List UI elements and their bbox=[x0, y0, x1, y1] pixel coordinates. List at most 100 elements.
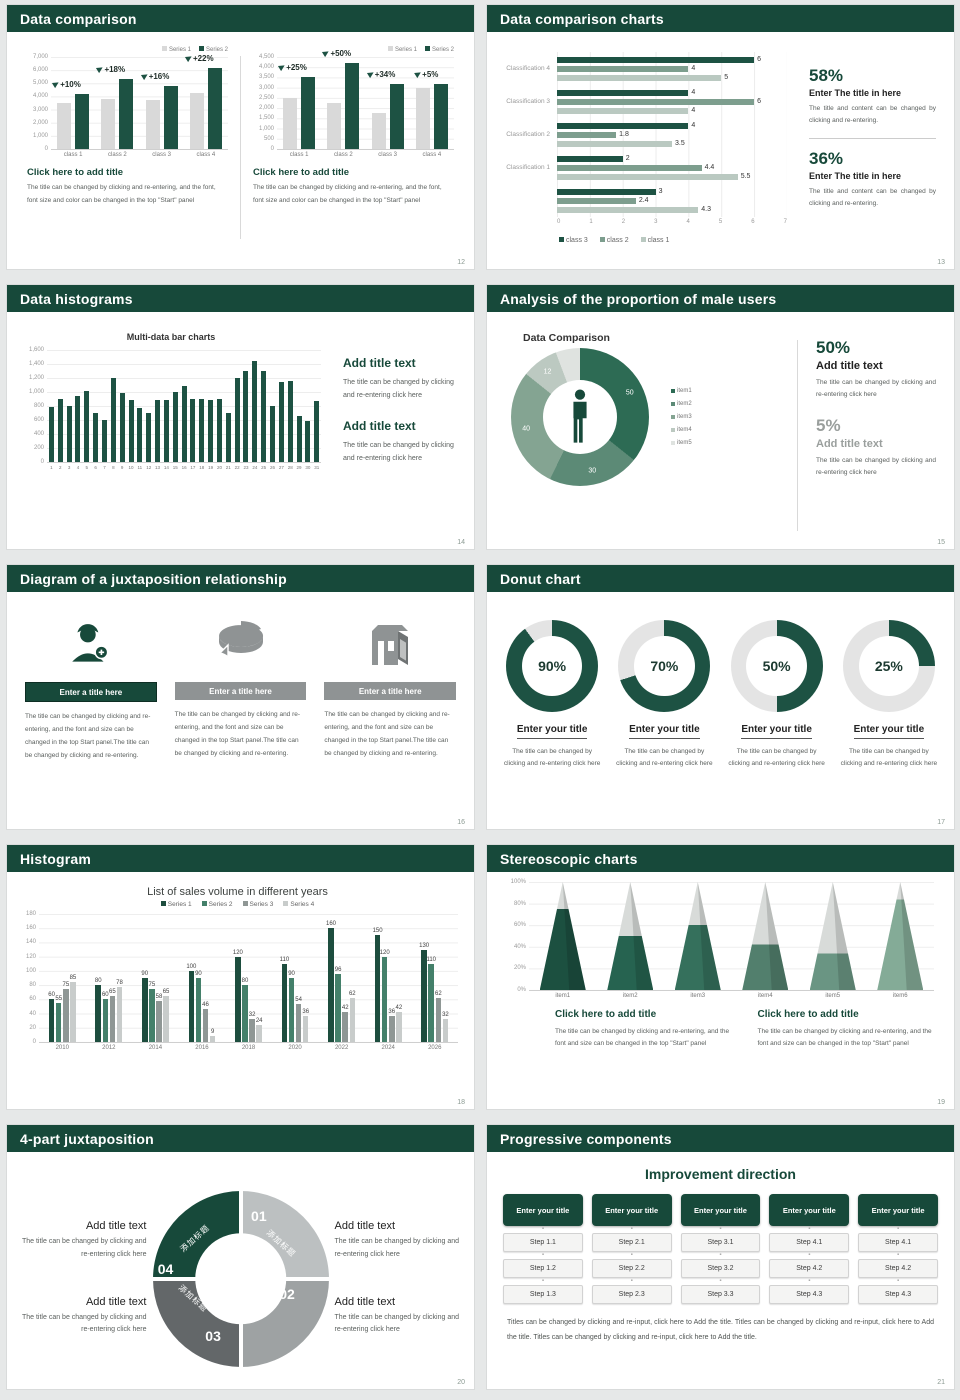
slide-body: 90% Enter your title The title can be ch… bbox=[487, 592, 954, 829]
step-box[interactable]: Step 1.1 bbox=[503, 1233, 583, 1252]
bar-value-label: 130 bbox=[419, 942, 430, 949]
enter-title-button[interactable]: Enter your title bbox=[858, 1194, 938, 1226]
step-box[interactable]: Step 1.2 bbox=[503, 1259, 583, 1278]
step-box[interactable]: Step 4.1 bbox=[769, 1233, 850, 1252]
x-tick-label: 1 bbox=[50, 465, 53, 470]
bar-value-label: 90 bbox=[195, 971, 202, 977]
slide-donut-chart[interactable]: Donut chart 90% Enter your title The tit… bbox=[486, 564, 955, 830]
step-box[interactable]: Step 3.2 bbox=[680, 1259, 761, 1278]
step-box[interactable]: Step 4.3 bbox=[858, 1285, 938, 1304]
up-arrow-icon bbox=[52, 79, 61, 88]
enter-title-button[interactable]: Enter your title bbox=[769, 1194, 850, 1226]
slide-histogram[interactable]: Histogram List of sales volume in differ… bbox=[6, 844, 475, 1110]
hbar-row: 3 bbox=[557, 188, 787, 195]
bar-value-label: 80 bbox=[94, 978, 102, 985]
bar-group: +50% bbox=[321, 49, 365, 149]
step-box[interactable]: Step 2.2 bbox=[591, 1259, 672, 1278]
bar-group: 160 96 42 62 bbox=[318, 914, 365, 1042]
bar-value-label: 85 bbox=[69, 974, 77, 981]
legend-item: item4 bbox=[671, 427, 692, 433]
bar bbox=[48, 999, 55, 1042]
legend-item: Series 1 bbox=[160, 901, 192, 908]
delta-annotation: +22% bbox=[184, 53, 214, 63]
step-box[interactable]: Step 4.1 bbox=[858, 1233, 938, 1252]
plot-area bbox=[529, 882, 934, 991]
bar-holder bbox=[145, 57, 160, 149]
enter-title-button[interactable]: Enter your title bbox=[680, 1194, 761, 1226]
step-box[interactable]: Step 4.2 bbox=[769, 1259, 850, 1278]
right-text-column: Add title text The title can be changed … bbox=[335, 1220, 465, 1336]
bar-holder bbox=[75, 350, 81, 462]
donut-hole bbox=[543, 380, 617, 454]
bar bbox=[235, 956, 241, 1042]
y-tick-label: 100 bbox=[25, 967, 36, 974]
step-box[interactable]: Step 1.3 bbox=[503, 1285, 583, 1304]
step-box[interactable]: Step 4.3 bbox=[769, 1285, 850, 1304]
step-box[interactable]: Step 2.3 bbox=[591, 1285, 672, 1304]
slide-stereoscopic-charts[interactable]: Stereoscopic charts 0% 20% 40% 60% 80% 100% it… bbox=[486, 844, 955, 1110]
hbar bbox=[557, 89, 689, 96]
bar bbox=[252, 360, 258, 462]
x-tick-label: 31 bbox=[314, 465, 320, 470]
slide-data-comparison[interactable]: Data comparison Series 1 Series 2 0 1,000… bbox=[6, 4, 475, 270]
bar bbox=[75, 395, 81, 462]
step-box[interactable]: Step 2.1 bbox=[591, 1233, 672, 1252]
enter-title-button[interactable]: Enter your title bbox=[591, 1194, 672, 1226]
up-arrow-icon bbox=[414, 69, 423, 78]
slide-male-users-proportion[interactable]: Analysis of the proportion of male users… bbox=[486, 284, 955, 550]
title-placeholder[interactable]: Enter a title here bbox=[324, 682, 457, 700]
step-box[interactable]: Step 4.2 bbox=[858, 1259, 938, 1278]
bar bbox=[137, 408, 143, 462]
bar bbox=[93, 413, 99, 462]
step-box[interactable]: Step 3.3 bbox=[680, 1285, 761, 1304]
pyramid-plot: 0% 20% 40% 60% 80% 100% item1 item2 item3 item4 it… bbox=[503, 879, 934, 999]
legend-label: Series 1 bbox=[168, 47, 191, 53]
block-title: Add title text bbox=[343, 418, 416, 433]
slide-progressive-components[interactable]: Progressive components Improvement direc… bbox=[486, 1124, 955, 1390]
slide-juxtaposition-diagram[interactable]: Diagram of a juxtaposition relationship … bbox=[6, 564, 475, 830]
bar-holder: 96 bbox=[335, 914, 341, 1042]
enter-title-button[interactable]: Enter your title bbox=[503, 1194, 583, 1226]
step-box[interactable]: Step 3.1 bbox=[680, 1233, 761, 1252]
bar-group bbox=[303, 350, 312, 462]
title-placeholder[interactable]: Enter a title here bbox=[174, 682, 307, 700]
up-arrow-icon bbox=[96, 65, 105, 74]
y-tick-label: 40% bbox=[513, 943, 526, 950]
stat-title: Enter The title in here bbox=[809, 170, 902, 181]
bar-holder: 54 bbox=[295, 914, 302, 1042]
bar-value-label: 42 bbox=[395, 1005, 403, 1012]
chart-legend: Series 1 Series 2 bbox=[27, 46, 228, 53]
hbar-row: 4.4 bbox=[557, 164, 787, 171]
x-tick-label: 17 bbox=[190, 465, 196, 470]
bar-group: 150 120 36 42 bbox=[365, 914, 412, 1042]
bar-group: 110 90 54 36 bbox=[272, 914, 319, 1042]
bar bbox=[296, 415, 302, 462]
bar bbox=[156, 1000, 162, 1042]
bar-group bbox=[206, 350, 215, 462]
ring-title: Enter your title bbox=[741, 724, 812, 739]
slide-title: Stereoscopic charts bbox=[500, 850, 638, 867]
slide-4-part-juxtaposition[interactable]: 4-part juxtaposition Add title text The … bbox=[6, 1124, 475, 1390]
slide-data-histograms[interactable]: Data histograms Multi-data bar charts 0 2… bbox=[6, 284, 475, 550]
y-tick-label: 60 bbox=[29, 996, 36, 1003]
chart-legend: Series 1 Series 2 bbox=[253, 46, 454, 53]
x-tick-label: class 4 bbox=[422, 152, 442, 158]
hbar bbox=[557, 206, 699, 213]
bar-holder: 75 bbox=[149, 914, 155, 1042]
bar-value-label: 32 bbox=[248, 1012, 256, 1019]
stats-panel: 58% Enter The title in here The title an… bbox=[787, 52, 940, 269]
connector-icon: ▪ bbox=[541, 1252, 544, 1258]
y-tick-label: 4,000 bbox=[258, 64, 274, 71]
y-tick-label: 160 bbox=[25, 925, 36, 932]
bar bbox=[119, 79, 134, 149]
y-tick-label: 100% bbox=[510, 879, 526, 885]
title-placeholder[interactable]: Enter a title here bbox=[25, 682, 157, 702]
y-tick-label: 140 bbox=[25, 939, 36, 946]
slide-data-comparison-charts[interactable]: Data comparison charts Classification 4 6… bbox=[486, 4, 955, 270]
column-chart: 0 200 400 600 800 1,000 1,200 1,400 1,600 1 2 3 4 5 6 7… bbox=[21, 347, 321, 470]
bar bbox=[163, 995, 169, 1042]
bar-holder bbox=[234, 350, 240, 462]
bar-group bbox=[82, 350, 91, 462]
hbar-value: 3.5 bbox=[675, 140, 685, 147]
slide-title: Diagram of a juxtaposition relationship bbox=[20, 570, 287, 587]
